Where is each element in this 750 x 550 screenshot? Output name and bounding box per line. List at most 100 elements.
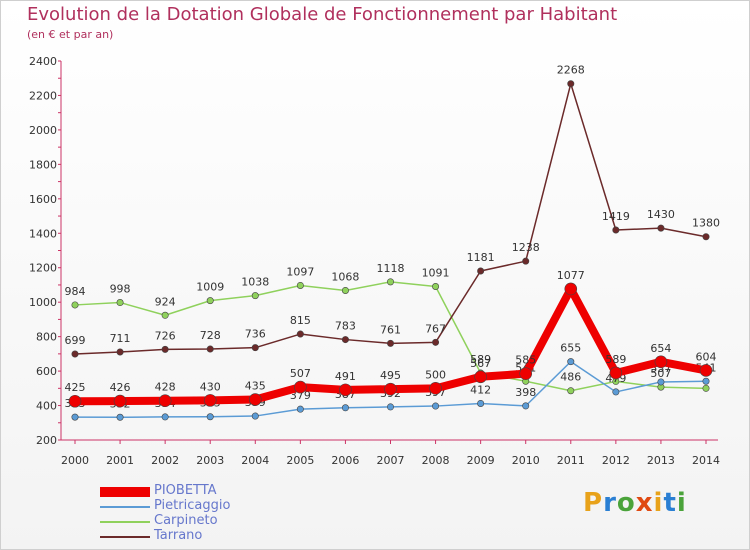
data-label-piobetta: 654	[650, 342, 671, 355]
data-label-tarrano: 1419	[602, 210, 630, 223]
x-tick-label: 2008	[422, 454, 450, 467]
data-point-carpineto	[206, 297, 214, 305]
logo-letter: P	[583, 488, 604, 518]
data-label-piobetta: 589	[605, 353, 626, 366]
data-point-pietricaggio	[477, 399, 485, 407]
data-point-pietricaggio	[161, 413, 169, 421]
x-tick-label: 2005	[286, 454, 314, 467]
data-point-piobetta	[429, 382, 442, 395]
data-label-tarrano: 726	[155, 329, 176, 342]
data-point-pietricaggio	[522, 402, 530, 410]
x-tick-label: 2011	[557, 454, 585, 467]
data-label-pietricaggio: 398	[515, 386, 536, 399]
data-label-piobetta: 430	[200, 380, 221, 393]
data-point-carpineto	[161, 311, 169, 319]
data-label-piobetta: 567	[470, 357, 491, 370]
data-point-pietricaggio	[567, 358, 575, 366]
data-point-carpineto	[702, 384, 710, 392]
data-label-carpineto: 1009	[196, 281, 224, 294]
data-label-tarrano: 736	[245, 328, 266, 341]
data-point-carpineto	[296, 281, 304, 289]
data-label-carpineto: 1038	[241, 276, 269, 289]
data-label-pietricaggio: 655	[560, 342, 581, 355]
x-tick-label: 2001	[106, 454, 134, 467]
data-label-piobetta: 435	[245, 380, 266, 393]
data-point-carpineto	[71, 301, 79, 309]
data-point-tarrano	[432, 338, 440, 346]
data-point-piobetta	[609, 366, 623, 380]
legend-swatch-piobetta	[100, 487, 150, 497]
x-tick-label: 2010	[512, 454, 540, 467]
data-point-pietricaggio	[296, 405, 304, 413]
logo-letter: x	[635, 488, 654, 518]
data-point-tarrano	[522, 257, 530, 265]
data-label-tarrano: 767	[425, 322, 446, 335]
data-label-carpineto: 589	[470, 353, 491, 366]
y-tick-label: 1800	[29, 158, 57, 171]
data-point-pietricaggio	[251, 412, 259, 420]
data-label-piobetta: 585	[515, 354, 536, 367]
logo-letter: r	[603, 488, 617, 518]
data-point-tarrano	[341, 336, 349, 344]
y-tick-label: 600	[36, 365, 57, 378]
data-label-piobetta: 428	[155, 381, 176, 394]
data-point-carpineto	[432, 283, 440, 291]
x-tick-label: 2014	[692, 454, 720, 467]
data-label-tarrano: 1380	[692, 217, 720, 230]
data-label-piobetta: 426	[110, 381, 131, 394]
data-point-tarrano	[567, 80, 575, 88]
data-point-carpineto	[251, 292, 259, 300]
x-tick-label: 2012	[602, 454, 630, 467]
x-tick-label: 2006	[331, 454, 359, 467]
x-tick-label: 2004	[241, 454, 269, 467]
x-tick-label: 2007	[377, 454, 405, 467]
data-label-tarrano: 1181	[467, 251, 495, 264]
data-point-tarrano	[251, 344, 259, 352]
data-point-piobetta	[564, 282, 578, 296]
legend-label-piobetta: PIOBETTA	[154, 483, 217, 498]
data-point-carpineto	[567, 387, 575, 395]
data-point-tarrano	[206, 345, 214, 353]
y-tick-label: 400	[36, 400, 57, 413]
data-point-piobetta	[339, 383, 352, 397]
data-point-tarrano	[71, 350, 79, 358]
data-label-tarrano: 728	[200, 329, 221, 342]
data-label-tarrano: 699	[65, 334, 86, 347]
data-point-pietricaggio	[116, 413, 124, 421]
data-label-piobetta: 507	[290, 367, 311, 380]
data-label-piobetta: 1077	[557, 269, 585, 282]
y-tick-label: 800	[36, 331, 57, 344]
data-label-carpineto: 1097	[286, 265, 314, 278]
data-label-piobetta: 495	[380, 369, 401, 382]
data-label-piobetta: 491	[335, 370, 356, 383]
legend-label-tarrano: Tarrano	[154, 528, 203, 543]
data-label-tarrano: 761	[380, 323, 401, 336]
legend-swatch-carpineto	[100, 521, 150, 523]
y-tick-label: 200	[36, 434, 57, 447]
data-point-piobetta	[203, 394, 217, 407]
data-point-piobetta	[248, 393, 262, 406]
data-label-tarrano: 815	[290, 314, 311, 327]
data-point-tarrano	[386, 339, 394, 347]
data-point-piobetta	[158, 394, 172, 408]
y-tick-label: 2400	[29, 55, 57, 68]
data-point-tarrano	[657, 224, 665, 232]
data-point-carpineto	[116, 299, 124, 307]
data-point-piobetta	[699, 364, 713, 377]
data-label-carpineto: 507	[650, 367, 671, 380]
legend-label-pietricaggio: Pietricaggio	[154, 498, 231, 513]
x-tick-label: 2002	[151, 454, 179, 467]
data-label-carpineto: 998	[110, 283, 131, 296]
data-point-pietricaggio	[612, 388, 620, 396]
data-point-piobetta	[654, 355, 668, 369]
data-point-pietricaggio	[71, 413, 79, 421]
y-tick-label: 2200	[29, 89, 57, 102]
data-point-piobetta	[474, 370, 487, 384]
y-tick-label: 2000	[29, 124, 57, 137]
x-tick-label: 2009	[467, 454, 495, 467]
data-point-pietricaggio	[341, 404, 349, 412]
x-tick-label: 2003	[196, 454, 224, 467]
x-tick-label: 2013	[647, 454, 675, 467]
data-point-tarrano	[161, 345, 169, 353]
